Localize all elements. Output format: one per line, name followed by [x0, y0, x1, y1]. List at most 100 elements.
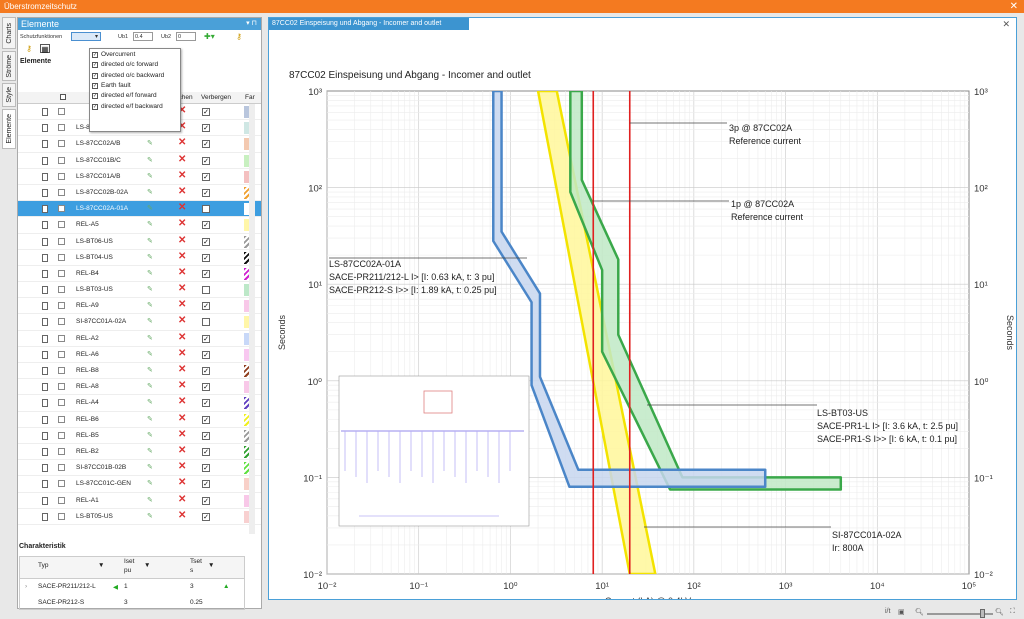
delete-icon[interactable]: ✕ — [178, 380, 187, 392]
fullscreen-icon[interactable]: ⛶ — [1010, 608, 1015, 615]
row-checkbox[interactable] — [58, 350, 65, 358]
row-checkbox[interactable] — [58, 286, 65, 294]
table-row[interactable]: REL-B4 ✎ ✕ ✓ — [18, 266, 261, 283]
hide-checkbox[interactable]: ✓ — [202, 399, 210, 408]
table-row[interactable]: REL-B6 ✎ ✕ ✓ — [18, 412, 261, 428]
delete-icon[interactable]: ✕ — [178, 396, 187, 408]
column-verbergen[interactable]: Verbergen — [201, 94, 231, 101]
dropdown-item[interactable]: ✓ Earth fault — [90, 81, 180, 91]
delete-icon[interactable]: ✕ — [178, 266, 187, 278]
delete-icon[interactable]: ✕ — [178, 299, 187, 311]
delete-icon[interactable]: ✕ — [178, 428, 187, 440]
filter-icon[interactable]: ▼ — [208, 562, 215, 569]
hide-checkbox[interactable]: ✓ — [202, 512, 210, 521]
dropdown-item[interactable]: ✓ directed e/f forward — [90, 91, 180, 101]
tab-elemente[interactable]: Elemente — [2, 109, 16, 149]
tab-style[interactable]: Style — [2, 83, 16, 107]
row-checkbox[interactable] — [58, 464, 65, 472]
checkbox[interactable]: ✓ — [92, 103, 98, 110]
table-row[interactable]: LS-BT04-US ✎ ✕ ✓ — [18, 250, 261, 266]
tab-charts[interactable]: Charts — [2, 17, 16, 49]
table-row[interactable]: LS-87CC02B-02A ✎ ✕ ✓ — [18, 185, 261, 202]
table-row[interactable]: LS-BT05-US ✎ ✕ ✓ — [18, 509, 261, 525]
edit-icon[interactable]: ✎ — [147, 140, 153, 148]
table-row[interactable]: REL-A6 ✎ ✕ ✓ — [18, 347, 261, 363]
edit-icon[interactable]: ✎ — [147, 496, 153, 504]
row-checkbox[interactable] — [58, 318, 65, 326]
table-row[interactable]: LS-BT03-US ✎ ✕ — [18, 282, 261, 299]
table-row[interactable]: REL-A5 ✎ ✕ ✓ — [18, 217, 261, 234]
checkbox[interactable]: ✓ — [92, 62, 98, 69]
row-checkbox[interactable] — [58, 221, 65, 229]
row-checkbox[interactable] — [58, 253, 65, 261]
row-checkbox[interactable] — [58, 334, 65, 342]
delete-icon[interactable]: ✕ — [178, 477, 187, 489]
header-checkbox[interactable] — [60, 94, 69, 102]
hide-checkbox[interactable]: ✓ — [202, 464, 210, 473]
delete-icon[interactable]: ✕ — [178, 509, 187, 521]
edit-icon[interactable]: ✎ — [147, 399, 153, 407]
table-row[interactable]: LS-87CC01A/B ✎ ✕ ✓ — [18, 169, 261, 185]
edit-icon[interactable]: ✎ — [147, 302, 153, 310]
close-icon[interactable]: ✕ — [1009, 1, 1018, 12]
ub2-input[interactable]: 0 — [176, 32, 196, 41]
table-row[interactable]: LS-BT06-US ✎ ✕ ✓ — [18, 234, 261, 250]
edit-icon[interactable]: ✎ — [147, 205, 153, 213]
delete-icon[interactable]: ✕ — [178, 250, 187, 262]
table-row[interactable]: REL-B8 ✎ ✕ ✓ — [18, 363, 261, 380]
edit-icon[interactable]: ✎ — [147, 480, 153, 488]
grid-icon[interactable]: ▦ — [40, 44, 50, 54]
row-checkbox[interactable] — [58, 124, 65, 132]
table-row[interactable]: LS-87CC02A-01A ✎ ✕ — [18, 201, 261, 218]
char-iset-value[interactable]: 1 — [124, 583, 128, 590]
edit-icon[interactable]: ✎ — [147, 286, 153, 294]
delete-icon[interactable]: ✕ — [178, 331, 187, 343]
hide-checkbox[interactable]: ✓ — [202, 302, 210, 311]
hide-checkbox[interactable]: ✓ — [202, 447, 210, 456]
hide-checkbox[interactable]: ✓ — [202, 496, 210, 505]
delete-icon[interactable]: ✕ — [178, 315, 187, 327]
delete-icon[interactable]: ✕ — [178, 283, 187, 295]
row-checkbox[interactable] — [58, 269, 65, 277]
edit-icon[interactable]: ✎ — [147, 188, 153, 196]
row-checkbox[interactable] — [58, 172, 65, 180]
hide-checkbox[interactable]: ✓ — [202, 334, 210, 343]
hide-checkbox[interactable] — [202, 205, 210, 214]
hide-checkbox[interactable]: ✓ — [202, 140, 210, 149]
hide-checkbox[interactable]: ✓ — [202, 124, 210, 133]
delete-icon[interactable]: ✕ — [178, 121, 187, 133]
column-iset[interactable]: Iset — [124, 558, 135, 565]
key-icon[interactable]: ⚷ — [236, 32, 242, 41]
edit-icon[interactable]: ✎ — [147, 269, 153, 277]
dropdown-item[interactable]: ✓ directed e/f backward — [90, 101, 180, 111]
edit-icon[interactable]: ✎ — [147, 415, 153, 423]
table-row[interactable]: REL-A4 ✎ ✕ ✓ — [18, 395, 261, 412]
fit-icon[interactable]: i/t — [885, 608, 891, 615]
delete-icon[interactable]: ✕ — [178, 234, 187, 246]
hide-checkbox[interactable]: ✓ — [202, 415, 210, 424]
edit-icon[interactable]: ✎ — [147, 464, 153, 472]
checkbox[interactable]: ✓ — [92, 52, 98, 59]
hide-checkbox[interactable]: ✓ — [202, 480, 210, 489]
edit-icon[interactable]: ✎ — [147, 156, 153, 164]
edit-icon[interactable]: ✎ — [147, 253, 153, 261]
delete-icon[interactable]: ✕ — [178, 461, 187, 473]
hide-checkbox[interactable]: ✓ — [202, 108, 210, 116]
table-row[interactable]: REL-B5 ✎ ✕ ✓ — [18, 428, 261, 444]
char-iset-value[interactable]: 3 — [124, 599, 128, 606]
delete-icon[interactable]: ✕ — [178, 137, 187, 149]
table-row[interactable]: REL-A2 ✎ ✕ ✓ — [18, 331, 261, 347]
row-checkbox[interactable] — [58, 399, 65, 407]
table-row[interactable]: LS-87CC02A/B ✎ ✕ ✓ — [18, 136, 261, 153]
filter-icon[interactable]: ▼ — [144, 562, 151, 569]
edit-icon[interactable]: ✎ — [147, 237, 153, 245]
row-checkbox[interactable] — [58, 512, 65, 520]
delete-icon[interactable]: ✕ — [178, 364, 187, 375]
edit-icon[interactable]: ✎ — [147, 447, 153, 455]
hide-checkbox[interactable]: ✓ — [202, 188, 210, 197]
ub1-input[interactable]: 0.4 — [133, 32, 153, 41]
delete-icon[interactable]: ✕ — [178, 169, 187, 181]
char-tset-value[interactable]: 3 — [190, 583, 194, 590]
edit-icon[interactable]: ✎ — [147, 318, 153, 326]
table-row[interactable]: LS-87CC01B/C ✎ ✕ ✓ — [18, 153, 261, 169]
